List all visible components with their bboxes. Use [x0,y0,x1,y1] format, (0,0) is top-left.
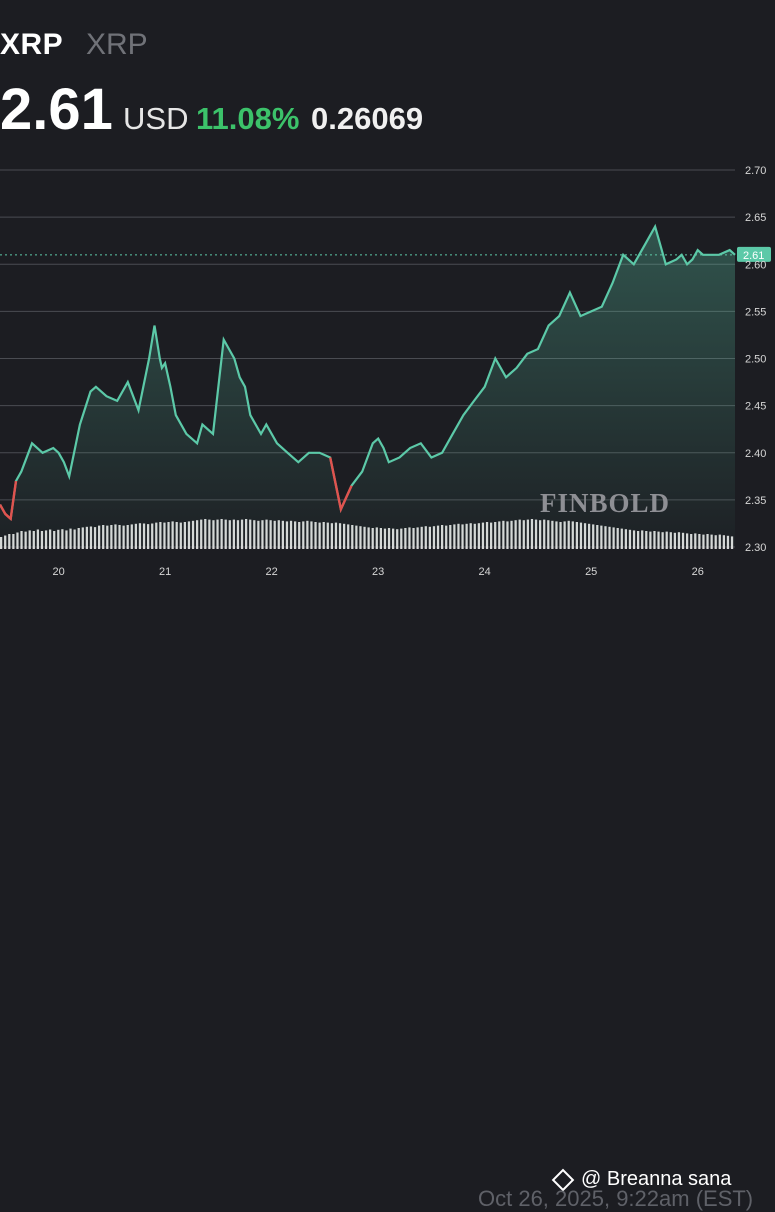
x-tick-label: 23 [372,566,384,578]
dip-segment [329,457,353,514]
price-area-fill [0,226,735,547]
price-dip-markers [0,457,353,522]
y-tick-label: 2.60 [745,259,766,271]
current-price: 2.61 [0,77,113,142]
asset-name: XRP [86,28,148,61]
y-axis-ticks: 2.30 2.35 2.40 2.45 2.50 2.55 2.60 2.65 2.70 [745,165,766,554]
price-currency: USD [123,101,189,136]
price-chart: 2.61 2.30 2.35 2.40 2.45 2.50 2.55 2.60 2.65 2.7… [0,165,771,578]
asset-symbol: XRP [0,28,64,61]
x-tick-label: 25 [585,566,597,578]
y-tick-label: 2.50 [745,354,766,366]
y-tick-label: 2.45 [745,401,766,413]
x-tick-label: 21 [159,566,171,578]
x-tick-label: 20 [52,566,64,578]
chart-header: XRP XRP 2.61 USD 11.08% 0.26069 [0,0,775,160]
x-axis-ticks: 20 21 22 23 24 25 26 [52,566,703,578]
x-tick-label: 26 [692,566,704,578]
finbold-watermark: FINBOLD [540,488,670,518]
price-change-value: 0.26069 [311,101,424,136]
y-tick-label: 2.70 [745,165,766,177]
timestamp: Oct 26, 2025, 9:22am (EST) [478,1186,754,1211]
y-tick-label: 2.30 [745,542,766,554]
dip-segment [4,480,18,522]
x-tick-label: 22 [266,566,278,578]
chart-footer: @ Breanna sana Oct 26, 2025, 9:22am (EST… [0,580,775,1211]
price-change-percent: 11.08% [196,101,300,136]
current-price-label: 2.61 [743,250,764,262]
y-tick-label: 2.65 [745,212,766,224]
y-tick-label: 2.35 [745,495,766,507]
current-price-tag: 2.61 [737,246,771,262]
y-tick-label: 2.40 [745,448,766,460]
y-tick-label: 2.55 [745,306,766,318]
x-tick-label: 24 [479,566,491,578]
